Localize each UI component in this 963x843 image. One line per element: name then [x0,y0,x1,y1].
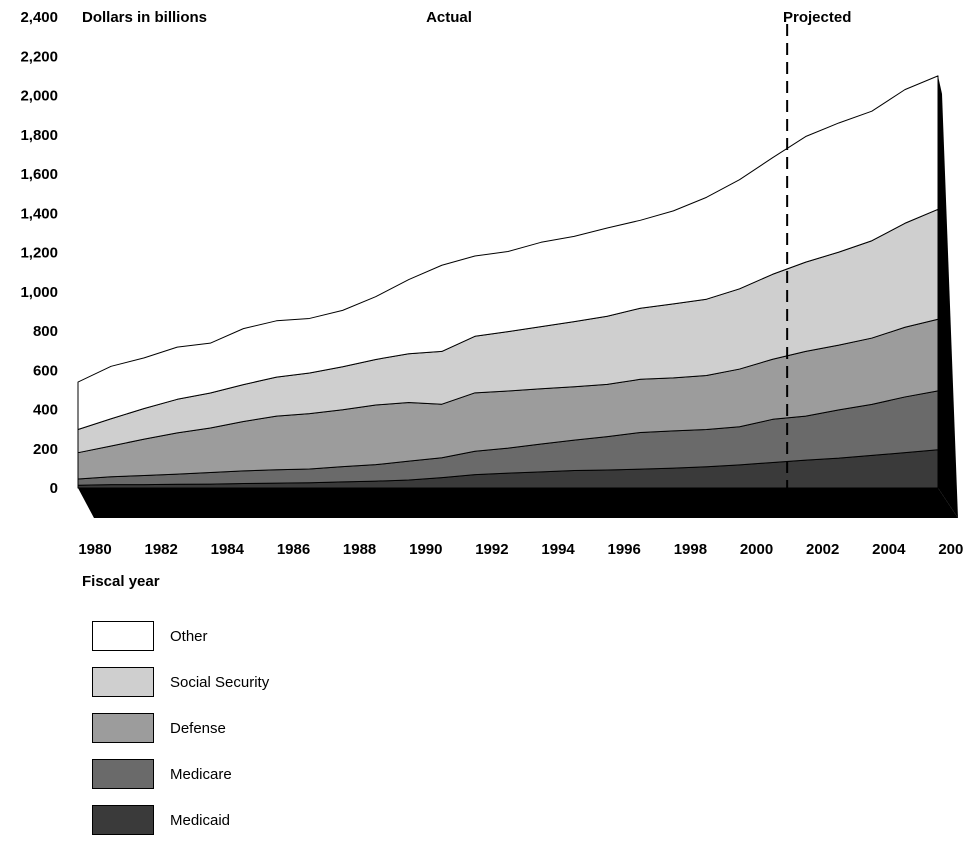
y-tick-label: 200 [33,441,58,458]
y-tick-label: 600 [33,362,58,379]
right-wall-slab [938,75,958,518]
y-tick-label: 400 [33,402,58,419]
y-tick-label: 1,200 [20,245,58,262]
x-tick-label: 1982 [145,541,178,558]
x-tick-label: 1996 [608,541,641,558]
x-tick-label: 2004 [872,541,906,558]
projected-label: Projected [783,9,851,26]
y-tick-label: 800 [33,323,58,340]
x-tick-label: 1990 [409,541,442,558]
legend-swatch [92,667,154,697]
legend-label: Medicaid [170,811,231,829]
legend-item: Medicare [92,751,269,797]
y-axis-ticks: 2,400 2,200 2,000 1,800 1,600 1,400 1,200 1,000… [20,9,58,497]
y-tick-label: 1,000 [20,284,58,301]
y-tick-label: 2,400 [20,9,58,26]
x-tick-label: 1986 [277,541,310,558]
legend-item: Defense [92,705,269,751]
x-tick-label: 2002 [806,541,839,558]
x-tick-label: 1992 [475,541,508,558]
legend-label: Other [170,627,208,645]
x-tick-label: 1994 [541,541,575,558]
legend-item: Social Security [92,659,269,705]
y-axis-title: Dollars in billions [82,9,207,26]
floor-slab [78,488,958,518]
legend-swatch [92,759,154,789]
legend-item: Medicaid [92,797,269,843]
area-other [77,75,939,431]
x-axis-ticks: 1980 1982 1984 1986 1988 1990 1992 1994 1996 1998… [78,541,963,558]
x-tick-label: 1980 [78,541,111,558]
actual-label: Actual [426,9,472,26]
chart-floor [78,488,958,518]
x-tick-label: 2000 [740,541,773,558]
y-tick-label: 2,000 [20,88,58,105]
legend-item: Other [92,613,269,659]
x-tick-label: 1988 [343,541,376,558]
legend-label: Defense [170,719,226,737]
stacked-areas [77,75,939,489]
x-tick-label: 1998 [674,541,707,558]
legend-label: Medicare [170,765,232,783]
area-chart: Dollars in billions Actual Projected 2,4… [20,9,963,590]
chart-right-wall [938,75,958,518]
x-axis-title: Fiscal year [82,573,160,590]
y-tick-label: 0 [50,480,58,497]
legend-swatch [92,621,154,651]
y-tick-label: 1,600 [20,166,58,183]
x-tick-label: 2006 [938,541,963,558]
legend-label: Social Security [170,673,270,691]
legend-swatch [92,805,154,835]
y-tick-label: 2,200 [20,48,58,65]
y-tick-label: 1,400 [20,205,58,222]
legend-swatch [92,713,154,743]
y-tick-label: 1,800 [20,127,58,144]
y-axis-header: Dollars in billions Actual Projected [82,9,851,26]
legend: Other Social Security Defense Medicare Medic… [92,613,269,843]
x-tick-label: 1984 [211,541,245,558]
